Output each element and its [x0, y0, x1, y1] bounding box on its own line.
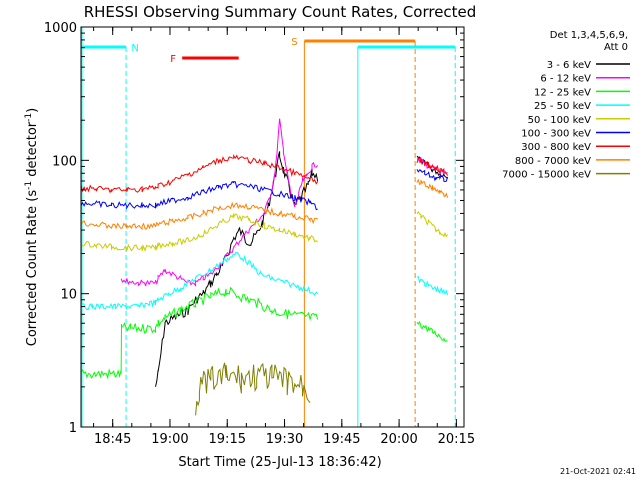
series-line: [80, 201, 318, 231]
series-line-post-gap: [416, 169, 449, 183]
legend-label: 50 - 100 keV: [528, 115, 592, 126]
legend-label: 25 - 50 keV: [534, 101, 591, 112]
x-tick-label: 19:45: [323, 432, 360, 447]
legend-label: 300 - 800 keV: [521, 142, 591, 153]
y-axis-label: Corrected Count Rate (s-1 detector-1): [24, 108, 40, 346]
legend-label: 800 - 7000 keV: [515, 156, 591, 167]
saa-label: S: [291, 37, 297, 48]
legend-label: 7000 - 15000 keV: [502, 170, 591, 181]
legend-label: 6 - 12 keV: [540, 74, 591, 85]
series-line-post-gap: [416, 157, 449, 176]
series-line-post-gap: [417, 276, 449, 296]
flare-label: F: [170, 54, 176, 65]
legend-label: 12 - 25 keV: [534, 87, 591, 98]
legend: Det 1,3,4,5,6,9,Att 0 3 - 6 keV 6 - 12 keV…: [502, 30, 630, 181]
x-tick-label: 19:15: [209, 432, 246, 447]
footer-date: 21-Oct-2021 02:41: [560, 467, 636, 476]
series-line: [80, 181, 318, 211]
x-tick-label: 18:45: [94, 432, 131, 447]
y-tick-label: 10: [60, 288, 77, 303]
x-axis-label: Start Time (25-Jul-13 18:36:42): [178, 455, 381, 470]
y-tick-label: 1: [69, 421, 77, 436]
x-axis: 18:45 19:00 19:15 19:30 19:45 20:00 20:15: [93, 27, 475, 447]
series-line: [120, 118, 319, 287]
legend-label: 3 - 6 keV: [547, 60, 591, 71]
x-tick-label: 20:00: [380, 432, 417, 447]
series-line: [195, 362, 311, 416]
series-line-post-gap: [416, 178, 449, 198]
plot-area: N S F: [80, 27, 456, 427]
x-tick-label: 19:30: [266, 432, 303, 447]
series-line: [80, 251, 319, 311]
legend-header: Att 0: [604, 42, 628, 53]
y-tick-label: 100: [52, 154, 77, 169]
y-tick-label: 1000: [44, 21, 77, 36]
series-line-post-gap: [416, 320, 448, 342]
series-line: [80, 212, 319, 253]
series-line: [80, 154, 319, 194]
legend-label: 100 - 300 keV: [521, 129, 591, 140]
chart-title: RHESSI Observing Summary Count Rates, Co…: [84, 3, 477, 21]
series-line: [80, 286, 319, 380]
night-label: N: [131, 43, 138, 54]
x-tick-label: 19:00: [151, 432, 188, 447]
series-line-post-gap: [416, 210, 449, 238]
legend-header: Det 1,3,4,5,6,9,: [550, 30, 628, 41]
x-tick-label: 20:15: [438, 432, 475, 447]
y-axis: 1 10 100 1000: [44, 21, 464, 436]
plot-frame: [80, 26, 465, 428]
